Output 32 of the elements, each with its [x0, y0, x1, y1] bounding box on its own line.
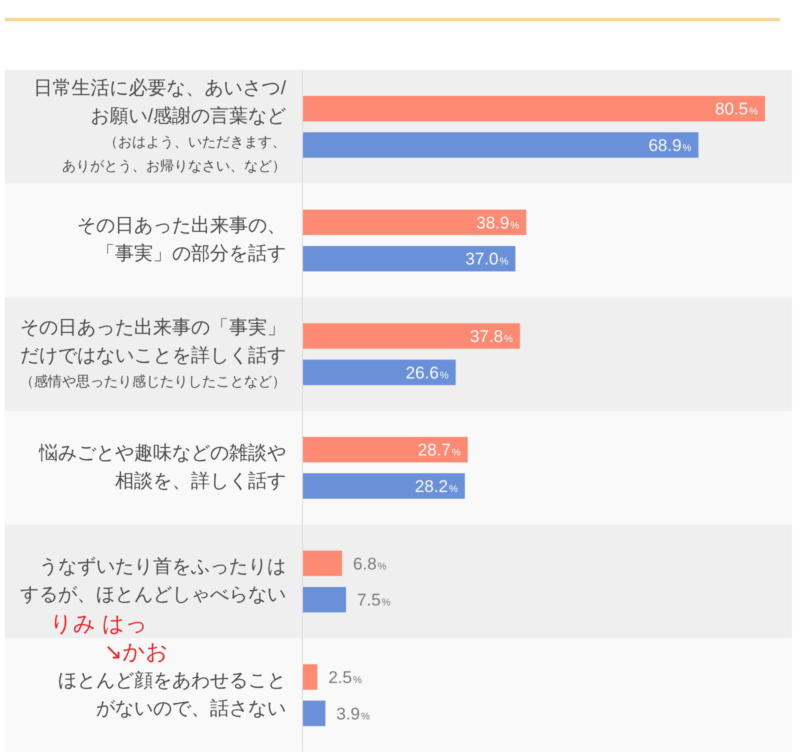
bar [303, 132, 698, 158]
y-tick-label: 日常生活に必要な、あいさつ/お願い/感謝の言葉など（おはよう、いただきます、ありがとう、お帰りなさい、など） [34, 78, 287, 174]
text: りみ はっ [50, 610, 148, 636]
data-label: 3.9% [336, 704, 370, 724]
bar [303, 473, 465, 499]
data-label: 7.5% [357, 590, 391, 610]
y-tick-label: うなずいたり首をふったりはするが、ほとんどしゃべらない [20, 556, 286, 606]
bar [303, 436, 468, 462]
data-label: 38.9% [476, 213, 520, 232]
bar [303, 246, 516, 272]
y-tick-label: 悩みごとや趣味などの雑談や相談を、詳しく話す [38, 443, 286, 492]
text: ↘かお [104, 639, 168, 664]
bar [303, 360, 456, 386]
data-label: 68.9% [648, 136, 692, 156]
bar [303, 664, 318, 690]
bar [303, 586, 346, 612]
data-label: 2.5% [328, 668, 362, 687]
y-tick-label: ほとんど顔をあわせることがないので、話さない [58, 670, 286, 720]
y-tick-label: その日あった出来事の、「事実」の部分を話す [77, 216, 286, 265]
bar [303, 550, 342, 576]
data-label: 28.7% [418, 440, 461, 460]
bar [303, 700, 326, 726]
bar [303, 96, 765, 122]
bar [303, 210, 526, 236]
data-label: 28.2% [414, 477, 458, 496]
bar [303, 323, 520, 349]
y-tick-label: その日あった出来事の「事実」だけではないことを詳しく話す（感情や思ったり感じたりしたことなど） [20, 316, 286, 390]
data-label: 37.0% [465, 250, 508, 269]
data-label: 6.8% [353, 554, 387, 574]
data-label: 37.8% [470, 326, 514, 346]
data-label: 26.6% [406, 363, 449, 382]
data-label: 80.5% [715, 100, 758, 119]
